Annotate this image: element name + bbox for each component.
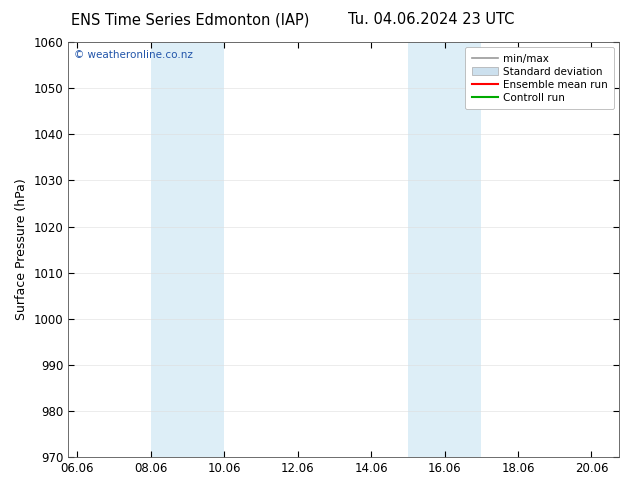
Text: ENS Time Series Edmonton (IAP): ENS Time Series Edmonton (IAP) bbox=[71, 12, 309, 27]
Bar bbox=[408, 42, 481, 457]
Text: Tu. 04.06.2024 23 UTC: Tu. 04.06.2024 23 UTC bbox=[348, 12, 514, 27]
Legend: min/max, Standard deviation, Ensemble mean run, Controll run: min/max, Standard deviation, Ensemble me… bbox=[465, 47, 614, 109]
Bar bbox=[151, 42, 224, 457]
Text: © weatheronline.co.nz: © weatheronline.co.nz bbox=[74, 50, 193, 60]
Y-axis label: Surface Pressure (hPa): Surface Pressure (hPa) bbox=[15, 179, 28, 320]
